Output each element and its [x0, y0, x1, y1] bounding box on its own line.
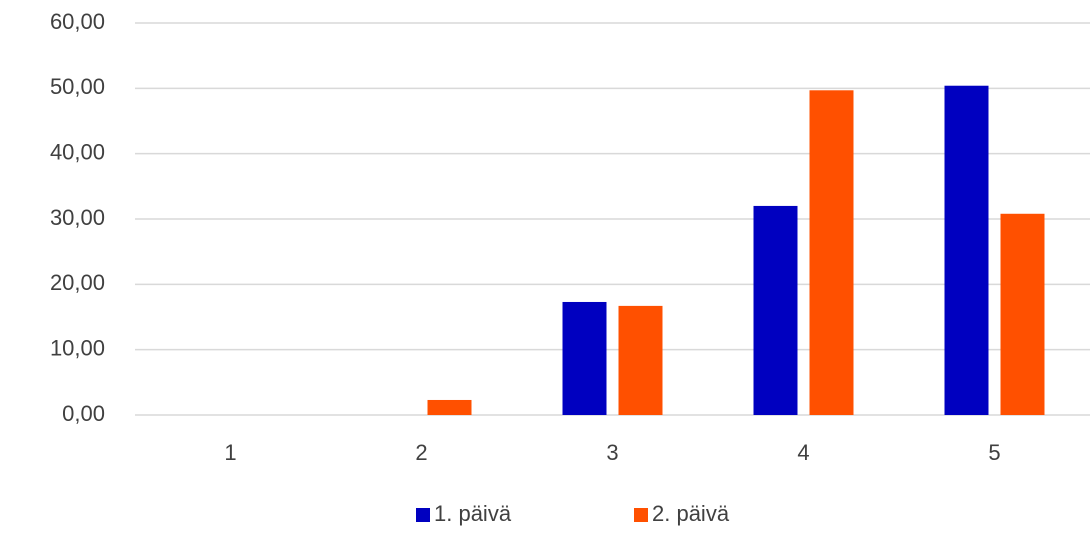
- legend-swatch: [416, 508, 430, 522]
- bar: [427, 399, 472, 415]
- x-tick-label: 3: [606, 440, 618, 465]
- y-tick-label: 60,00: [50, 9, 105, 34]
- legend-label: 1. päivä: [434, 501, 512, 526]
- bar: [753, 205, 798, 415]
- y-tick-label: 40,00: [50, 139, 105, 164]
- x-tick-label: 5: [988, 440, 1000, 465]
- y-tick-label: 30,00: [50, 205, 105, 230]
- bar: [809, 90, 854, 415]
- bar: [1000, 213, 1045, 415]
- legend-swatch: [634, 508, 648, 522]
- bar: [944, 85, 989, 415]
- legend-label: 2. päivä: [652, 501, 730, 526]
- y-tick-label: 20,00: [50, 270, 105, 295]
- bar: [618, 305, 663, 415]
- bar: [562, 301, 607, 415]
- y-tick-label: 50,00: [50, 74, 105, 99]
- x-tick-label: 2: [415, 440, 427, 465]
- x-tick-label: 4: [797, 440, 809, 465]
- y-tick-label: 10,00: [50, 335, 105, 360]
- x-tick-label: 1: [224, 440, 236, 465]
- y-tick-label: 0,00: [62, 401, 105, 426]
